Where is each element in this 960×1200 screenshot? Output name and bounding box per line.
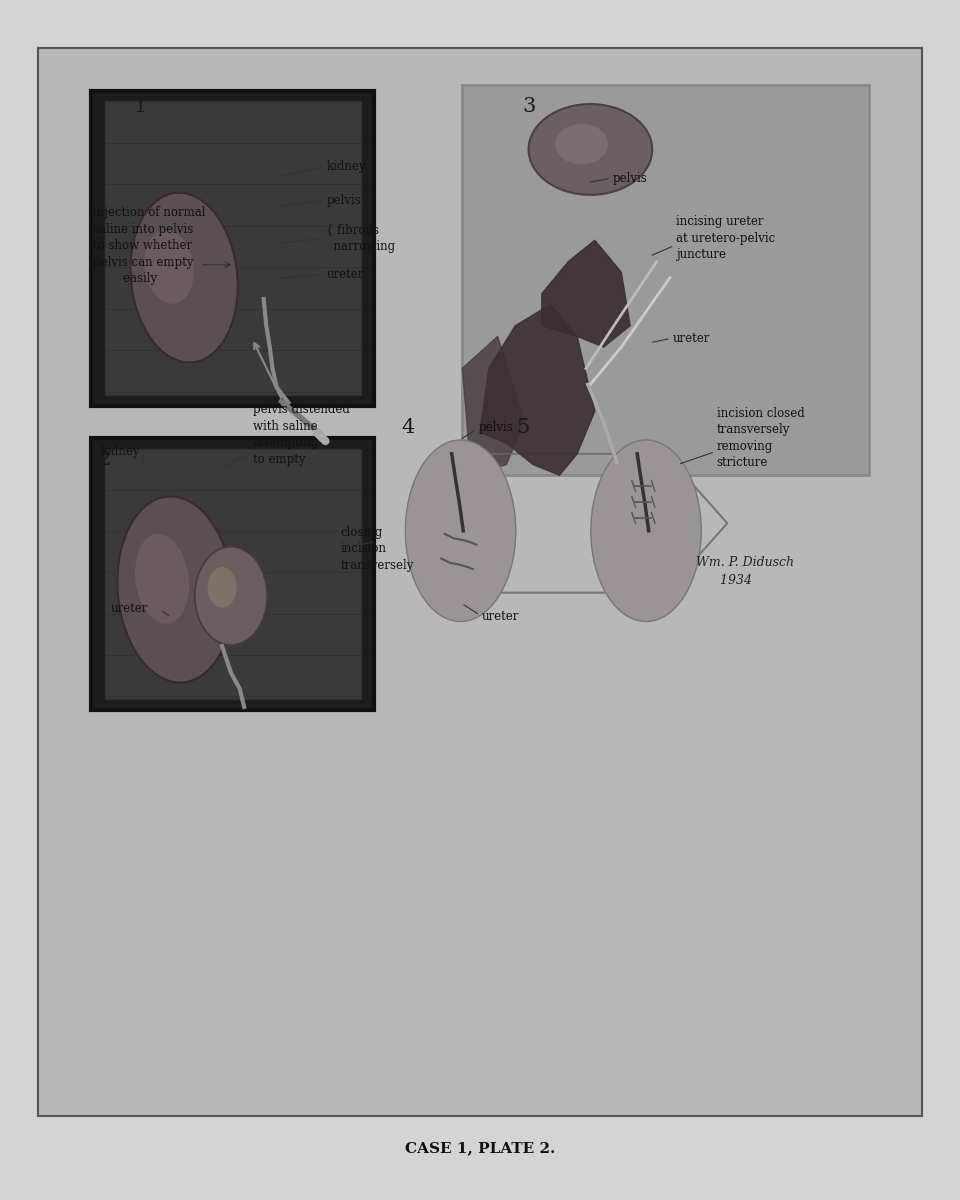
Text: Wm. P. Didusch
      1934: Wm. P. Didusch 1934 [696, 556, 794, 587]
Text: pelvis distended
with saline
attempting
to empty: pelvis distended with saline attempting … [253, 403, 349, 466]
Polygon shape [463, 336, 524, 475]
Text: incising ureter
at uretero-pelvic
juncture: incising ureter at uretero-pelvic junctu… [676, 215, 776, 262]
Text: injection of normal
saline into pelvis
to show whether
pelvis can empty
        : injection of normal saline into pelvis t… [93, 206, 205, 286]
Ellipse shape [117, 497, 233, 683]
Text: CASE 1, PLATE 2.: CASE 1, PLATE 2. [405, 1141, 555, 1156]
Bar [463, 85, 869, 475]
Text: ureter: ureter [673, 332, 709, 344]
Bar [91, 91, 374, 406]
Ellipse shape [131, 193, 238, 362]
Ellipse shape [555, 124, 608, 164]
Ellipse shape [195, 547, 267, 646]
Ellipse shape [529, 104, 652, 194]
Text: ureter: ureter [482, 610, 519, 623]
Text: kidney: kidney [326, 160, 366, 173]
Text: pelvis: pelvis [478, 421, 513, 433]
Polygon shape [480, 305, 595, 475]
Text: closing
incision
transversely: closing incision transversely [341, 526, 414, 572]
Text: 5: 5 [516, 418, 529, 437]
Ellipse shape [135, 534, 189, 624]
Text: pelvis: pelvis [612, 172, 647, 185]
Text: kidney: kidney [100, 445, 140, 458]
Text: 1: 1 [133, 97, 147, 116]
Ellipse shape [207, 568, 237, 607]
Ellipse shape [144, 230, 194, 304]
Text: { fibrous
  narrowing: { fibrous narrowing [326, 223, 396, 253]
Ellipse shape [405, 440, 516, 622]
Text: ureter: ureter [326, 268, 364, 281]
Text: 4: 4 [401, 418, 414, 437]
Bar [91, 438, 374, 710]
Text: pelvis: pelvis [326, 194, 361, 208]
Text: ureter: ureter [110, 602, 148, 616]
Bar [105, 449, 361, 700]
Text: 2: 2 [98, 450, 111, 469]
Text: 3: 3 [522, 97, 536, 116]
Polygon shape [541, 240, 630, 347]
Text: incision closed
transversely
removing
stricture: incision closed transversely removing st… [717, 407, 804, 469]
Ellipse shape [590, 440, 701, 622]
Bar [105, 102, 361, 395]
